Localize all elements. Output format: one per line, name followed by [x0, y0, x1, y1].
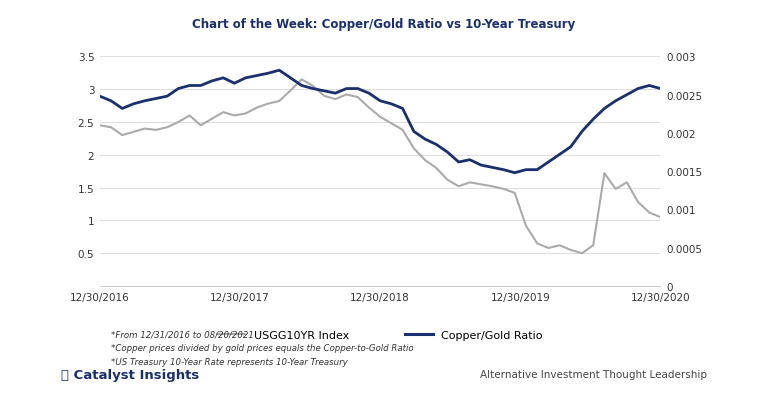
Text: *From 12/31/2016 to 08/20/2021
*Copper prices divided by gold prices equals the : *From 12/31/2016 to 08/20/2021 *Copper p…: [111, 329, 414, 366]
Text: ⟋ Catalyst Insights: ⟋ Catalyst Insights: [61, 368, 200, 381]
Legend: USGG10YR Index, Copper/Gold Ratio: USGG10YR Index, Copper/Gold Ratio: [213, 326, 548, 345]
Text: Alternative Investment Thought Leadership: Alternative Investment Thought Leadershi…: [479, 369, 707, 379]
Text: Chart of the Week: Copper/Gold Ratio vs 10-Year Treasury: Chart of the Week: Copper/Gold Ratio vs …: [192, 18, 576, 31]
